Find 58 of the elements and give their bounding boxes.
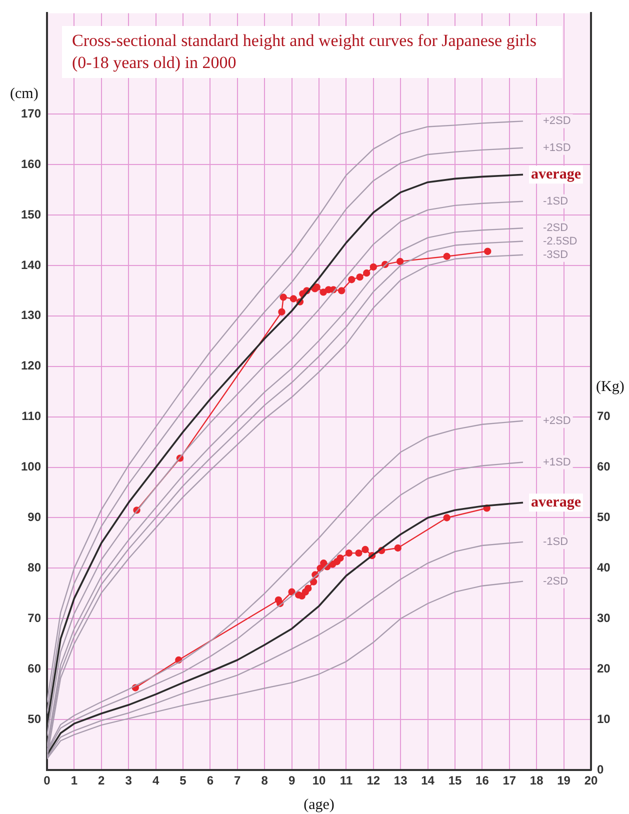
- series-label: +2SD: [543, 414, 571, 427]
- x-tick-label: 4: [152, 774, 160, 788]
- x-tick-label: 0: [44, 774, 51, 788]
- x-tick-label: 11: [340, 774, 353, 788]
- y-tick-label: 140: [20, 258, 42, 272]
- y-tick-label: 70: [28, 610, 42, 625]
- x-tick-label: 12: [366, 774, 380, 788]
- y-tick-label: 120: [20, 358, 42, 373]
- y2-tick-label: 60: [597, 460, 611, 474]
- y-tick-label: 90: [28, 510, 42, 524]
- y-tick-label: 160: [20, 156, 42, 171]
- x-tick-label: 13: [394, 774, 408, 788]
- y2-axis-title: (Kg): [596, 378, 624, 395]
- x-tick-label: 17: [502, 774, 516, 788]
- x-axis-title: (age): [304, 796, 334, 813]
- series-label: -2.5SD: [543, 235, 578, 248]
- y-tick-label: 60: [28, 661, 42, 676]
- series-label: -3SD: [543, 248, 568, 261]
- y2-tick-label: 10: [597, 712, 611, 726]
- series-label: -2SD: [543, 575, 568, 588]
- y2-tick-label: 20: [597, 661, 611, 676]
- x-tick-label: 7: [234, 774, 242, 788]
- series-label: -1SD: [543, 536, 568, 548]
- x-tick-label: 20: [584, 774, 598, 788]
- y-tick-label: 50: [28, 712, 42, 726]
- y-tick-label: 130: [20, 308, 42, 322]
- x-tick-label: 10: [312, 774, 326, 788]
- x-tick-label: 8: [261, 774, 268, 788]
- series-label: -2SD: [543, 222, 568, 234]
- x-tick-label: 18: [530, 774, 544, 788]
- series-label: average: [531, 166, 582, 183]
- series-label: +1SD: [543, 456, 571, 468]
- series-label: +1SD: [543, 142, 571, 154]
- y-tick-label: 150: [20, 207, 42, 222]
- x-tick-label: 19: [557, 774, 571, 788]
- x-tick-label: 9: [288, 774, 296, 788]
- series-label: average: [531, 494, 582, 510]
- y-tick-label: 170: [20, 106, 42, 120]
- text: Cross-sectional standard height and weight curves for Japanese girls (0-18 years old) in 2000: [62, 26, 562, 78]
- y-tick-label: 80: [28, 560, 42, 574]
- y2-tick-label: 40: [597, 560, 611, 574]
- x-tick-label: 14: [421, 774, 435, 788]
- x-tick-label: 1: [70, 774, 78, 788]
- y2-tick-label: 30: [597, 610, 611, 625]
- x-tick-label: 3: [125, 774, 132, 788]
- x-tick-label: 6: [206, 774, 214, 788]
- y2-tick-label: 70: [597, 409, 611, 424]
- y2-tick-label: 0: [597, 762, 604, 776]
- x-tick-label: 2: [98, 774, 106, 788]
- y-tick-label: 110: [22, 409, 42, 424]
- series-label: +2SD: [543, 115, 571, 128]
- y2-tick-label: 50: [597, 510, 611, 524]
- x-tick-label: 5: [180, 774, 187, 788]
- x-tick-label: 15: [448, 774, 462, 788]
- series-label: -1SD: [543, 195, 568, 208]
- y-tick-label: 100: [20, 460, 42, 474]
- y-axis-title: (cm): [10, 86, 38, 102]
- x-tick-label: 16: [476, 774, 490, 788]
